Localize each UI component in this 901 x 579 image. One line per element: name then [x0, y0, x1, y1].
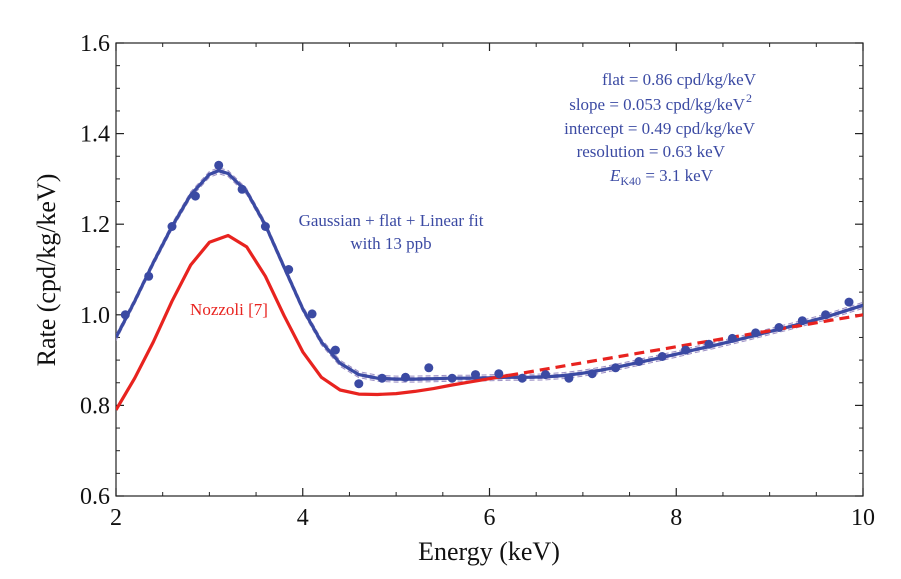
- data-point: [284, 265, 294, 274]
- data-point: [471, 370, 480, 380]
- data-point: [657, 352, 667, 361]
- y-tick-label: 1.4: [80, 122, 110, 148]
- data-point: [120, 310, 130, 320]
- x-tick-label: 6: [484, 505, 496, 531]
- nozzoli-curve: [116, 233, 509, 411]
- data-point: [751, 328, 761, 338]
- plot-frame: [115, 42, 864, 497]
- y-axis-title: Rate (cpd/kg/keV): [32, 174, 61, 367]
- data-point: [634, 357, 644, 366]
- data-point: [424, 363, 434, 373]
- param-e-k40: EK40 = 3.1 keV: [609, 166, 714, 188]
- param-e-subscript: K40: [620, 174, 641, 188]
- data-point: [237, 184, 247, 194]
- data-point: [774, 323, 784, 332]
- data-point: [564, 373, 574, 383]
- data-point: [611, 363, 621, 373]
- plot-area: [116, 160, 863, 411]
- y-tick-label: 0.6: [80, 484, 110, 510]
- x-axis-title: Energy (keV): [418, 537, 560, 566]
- x-tick-label: 4: [297, 505, 309, 531]
- data-point: [821, 310, 831, 320]
- fit-label-line1: Gaussian + flat + Linear fit: [299, 211, 484, 230]
- y-tick-label: 1.6: [80, 31, 110, 57]
- param-e-symbol: E: [609, 166, 621, 185]
- y-tick-label: 1.2: [80, 212, 110, 238]
- data-point: [144, 271, 154, 281]
- nozzoli-label: Nozzoli [7]: [190, 300, 268, 319]
- data-point: [167, 222, 177, 231]
- data-point: [307, 309, 317, 319]
- data-point: [844, 297, 854, 307]
- tick-labels: 2 4 6 8 10 0.6 0.8 1.0 1.2 1.4 1.6: [80, 31, 875, 531]
- param-e-value: = 3.1 keV: [641, 166, 714, 185]
- x-tick-label: 8: [670, 505, 682, 531]
- data-point: [681, 345, 691, 355]
- data-point: [377, 373, 387, 383]
- x-tick-label: 10: [851, 505, 875, 531]
- y-tick-label: 0.8: [80, 393, 110, 419]
- x-tick-label: 2: [110, 505, 122, 531]
- data-point: [214, 160, 224, 170]
- data-point: [727, 333, 737, 343]
- data-point: [190, 191, 200, 201]
- data-points: [120, 160, 854, 389]
- data-point: [797, 316, 807, 326]
- fit-band-line: [116, 173, 863, 383]
- data-point: [401, 372, 410, 382]
- data-point: [330, 345, 340, 355]
- data-point: [541, 370, 550, 380]
- y-tick-label: 1.0: [80, 303, 110, 329]
- nozzoli-extrapolation: [507, 313, 863, 378]
- data-point: [260, 222, 270, 231]
- data-point: [587, 369, 597, 379]
- param-slope-superscript: 2: [746, 91, 752, 105]
- param-intercept: intercept = 0.49 cpd/kg/keV: [564, 119, 756, 138]
- param-resolution: resolution = 0.63 keV: [577, 142, 726, 161]
- data-point: [704, 339, 714, 349]
- param-slope: slope = 0.053 cpd/kg/keV: [569, 95, 746, 114]
- param-flat: flat = 0.86 cpd/kg/keV: [602, 70, 757, 89]
- data-point: [447, 373, 457, 383]
- data-point: [494, 369, 504, 379]
- data-point: [517, 373, 527, 383]
- fit-label-line2: with 13 ppb: [350, 234, 431, 253]
- data-point: [354, 379, 364, 389]
